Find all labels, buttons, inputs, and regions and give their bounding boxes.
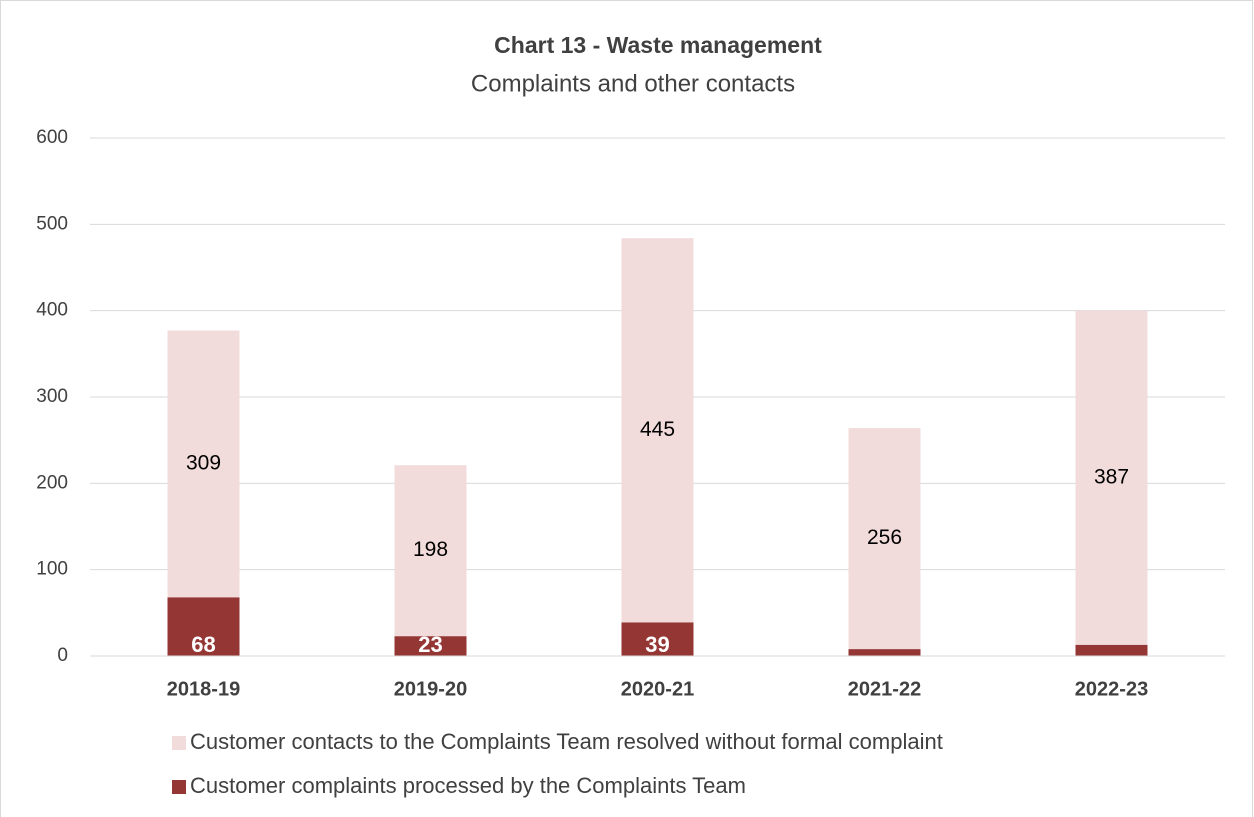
y-tick-label: 600 xyxy=(36,127,68,148)
y-tick-label: 100 xyxy=(36,559,68,580)
y-tick-label: 300 xyxy=(36,386,68,407)
bar-segment xyxy=(167,330,240,598)
legend-swatch xyxy=(172,736,186,750)
bar-segment xyxy=(394,465,467,637)
bar-segment xyxy=(1075,644,1148,656)
legend-label: Customer contacts to the Complaints Team… xyxy=(190,729,943,754)
bar-segment xyxy=(1075,310,1148,645)
x-tick-label: 2021-22 xyxy=(848,678,921,700)
chart-title: Chart 13 - Waste management xyxy=(494,32,822,58)
data-label: 39 xyxy=(645,632,669,657)
x-tick-label: 2018-19 xyxy=(167,678,240,700)
bar-segment xyxy=(848,649,921,656)
x-tick-label: 2022-23 xyxy=(1075,678,1148,700)
legend-swatch xyxy=(172,780,186,794)
y-tick-label: 500 xyxy=(36,213,68,234)
x-tick-label: 2020-21 xyxy=(621,678,694,700)
bar-segment xyxy=(621,622,694,656)
chart-subtitle: Complaints and other contacts xyxy=(471,70,795,97)
legend-label: Customer complaints processed by the Com… xyxy=(190,773,746,798)
data-label: 309 xyxy=(186,451,221,474)
bar-segment xyxy=(621,238,694,623)
bar-segment xyxy=(394,636,467,656)
y-tick-label: 0 xyxy=(57,645,68,666)
data-label: 387 xyxy=(1094,465,1129,488)
data-label: 198 xyxy=(413,538,448,561)
y-tick-label: 400 xyxy=(36,300,68,321)
data-label: 68 xyxy=(191,632,215,657)
data-label: 445 xyxy=(640,418,675,441)
y-tick-label: 200 xyxy=(36,472,68,493)
bar-segment xyxy=(167,597,240,656)
x-tick-label: 2019-20 xyxy=(394,678,467,700)
data-label: 256 xyxy=(867,526,902,549)
bar-segment xyxy=(848,428,921,650)
